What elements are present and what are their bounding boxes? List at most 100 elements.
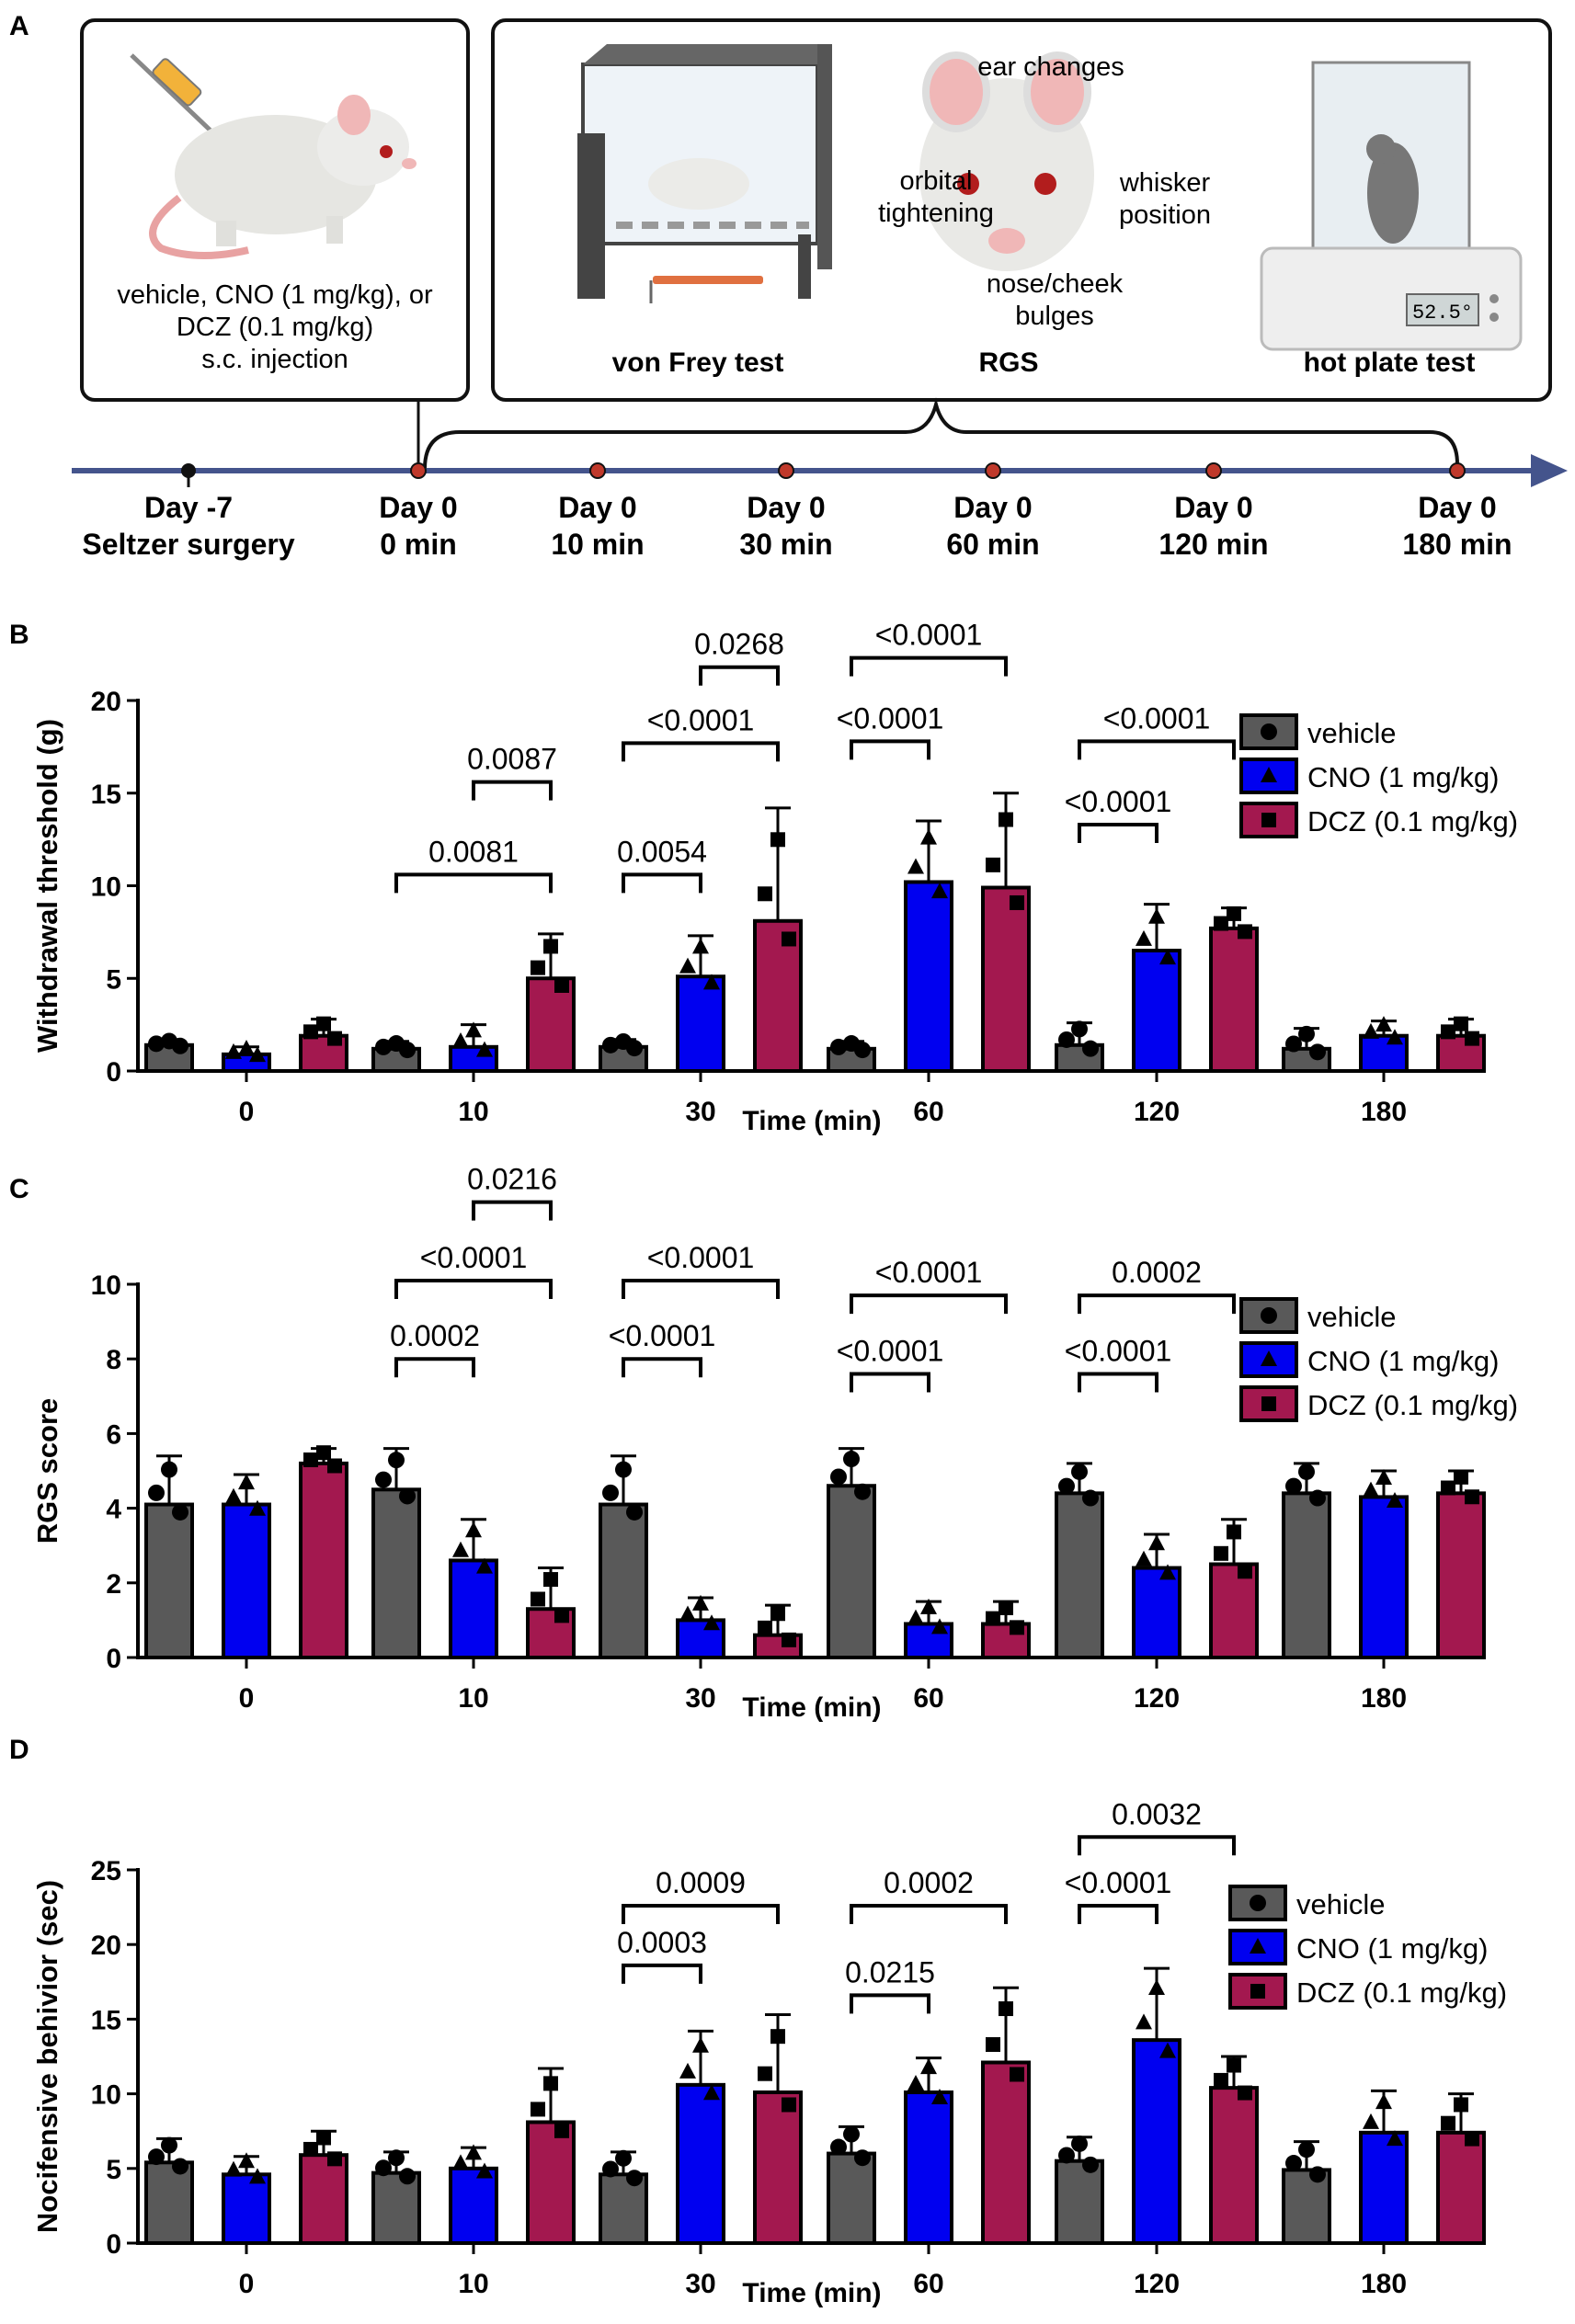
chart-c-x-tick-label-4: 120 — [1134, 1683, 1180, 1714]
tightening-label: tightening — [878, 199, 994, 228]
chart-d-point-2-2-0 — [758, 2066, 772, 2081]
chart-b-point-1-3-2 — [920, 828, 937, 845]
chart-d-point-0-3-1 — [854, 2149, 871, 2167]
chart-b-point-2-0-1 — [327, 1031, 342, 1046]
chart-b-point-1-3-0 — [907, 858, 924, 874]
chart-d-bar-cno-10 — [449, 2166, 498, 2246]
chart-d-point-2-3-1 — [1010, 2067, 1024, 2082]
chart-d-x-tick-label-0: 0 — [239, 2269, 255, 2299]
chart-d-point-1-2-2 — [692, 2036, 709, 2053]
chart-c-point-0-5-2 — [1298, 1463, 1315, 1480]
chart-b-point-2-2-0 — [758, 886, 772, 902]
chart-d-point-1-5-0 — [1363, 2113, 1379, 2129]
chart-d-x-tick-label-1: 10 — [458, 2269, 488, 2299]
chart-b-bar-cno-10 — [449, 1044, 498, 1074]
chart-c-point-2-3-1 — [1010, 1620, 1024, 1635]
chart-c-point-2-1-2 — [543, 1572, 558, 1588]
chart-b-point-1-4-1 — [1159, 949, 1176, 965]
chart-c-point-0-3-0 — [830, 1468, 847, 1486]
chart-d-point-1-0-2 — [238, 2152, 255, 2169]
chart-d-point-0-5-2 — [1298, 2141, 1315, 2159]
panel-label-a: A — [9, 11, 29, 41]
chart-d-legend-marker-0 — [1250, 1895, 1266, 1911]
chart-d-x-tick-label-5: 180 — [1361, 2269, 1407, 2299]
chart-c-sig-bracket-5 — [850, 1372, 930, 1393]
chart-d-sig-label-3: 0.0002 — [884, 1866, 974, 1899]
chart-b-sig-label-2: 0.0054 — [617, 835, 707, 868]
chart-c-point-0-2-1 — [626, 1503, 643, 1521]
chart-c-point-1-4-0 — [1136, 1550, 1152, 1566]
chart-b-point-0-5-1 — [1309, 1043, 1326, 1061]
chart-d-point-2-3-2 — [999, 2001, 1013, 2017]
chart-rgs-score: 0 2 4 6 8 10 RGS score 0 10 30 60 120 180 Time (min) 0… — [31, 1163, 1518, 1723]
chart-b-sig-bracket-2 — [622, 872, 702, 894]
chart-c-point-0-2-0 — [602, 1484, 619, 1501]
chart-d-bar-cno-120 — [1132, 2038, 1181, 2245]
chart-c-point-0-5-0 — [1285, 1477, 1302, 1495]
chart-b-point-2-2-2 — [770, 832, 785, 848]
timeline-label-5-line2: 120 min — [1158, 528, 1268, 561]
timeline-label-1-line1: Day 0 — [379, 491, 457, 524]
rat-face-icon — [919, 51, 1094, 271]
chart-c-bar-vehicle-180 — [1282, 1491, 1331, 1659]
chart-d-sig-bracket-3 — [850, 1903, 1008, 1924]
chart-c-point-1-0-1 — [249, 1499, 266, 1516]
chart-b-point-1-0-0 — [225, 1042, 242, 1059]
chart-b-point-1-4-0 — [1136, 929, 1152, 946]
chart-withdrawal-threshold: 0 5 10 15 20 Withdrawal threshold (g) 0 10 30 60 1… — [31, 619, 1518, 1136]
chart-b-point-0-0-2 — [161, 1032, 177, 1050]
chart-c-point-1-3-2 — [920, 1598, 937, 1614]
chart-d-point-2-4-1 — [1238, 2085, 1252, 2101]
chart-b-x-tick-label-1: 10 — [458, 1097, 488, 1127]
chart-b-y-tick-label-4: 20 — [91, 687, 121, 717]
chart-b-point-1-4-2 — [1148, 907, 1165, 924]
chart-b-point-0-0-0 — [148, 1035, 165, 1053]
von-frey-apparatus-icon — [577, 44, 832, 303]
chart-d-legend-label-0: vehicle — [1296, 1888, 1386, 1920]
chart-b-bar-dcz-120 — [1209, 926, 1259, 1073]
chart-d-point-0-1-0 — [375, 2159, 392, 2177]
chart-d-bar-dcz-180 — [1436, 2130, 1486, 2245]
chart-c-y-tick-label-3: 6 — [106, 1419, 121, 1450]
chart-c-point-1-2-1 — [703, 1614, 720, 1631]
chart-d-legend-swatch-1 — [1228, 1929, 1287, 1965]
chart-d-y-label: Nocifensive behivior (sec) — [31, 1880, 63, 2233]
chart-c-sig-bracket-8 — [1078, 1293, 1236, 1315]
chart-b-point-2-4-2 — [1227, 906, 1241, 921]
panel-label-b: B — [9, 620, 29, 650]
timeline-label-6-line1: Day 0 — [1418, 491, 1496, 524]
chart-c-point-0-1-1 — [399, 1487, 416, 1505]
timeline-label-3-line1: Day 0 — [747, 491, 825, 524]
chart-c-point-1-2-2 — [692, 1594, 709, 1611]
chart-b-point-1-5-1 — [1387, 1029, 1403, 1045]
chart-d-bar-dcz-60 — [981, 2060, 1031, 2246]
chart-c-y-tick-label-0: 0 — [106, 1644, 121, 1674]
chart-b-point-2-0-2 — [316, 1016, 331, 1031]
chart-d-point-2-3-0 — [986, 2037, 1000, 2053]
chart-d-point-1-1-1 — [476, 2162, 493, 2179]
chart-d-point-1-5-2 — [1375, 2093, 1392, 2110]
chart-b-sig-bracket-0 — [394, 872, 553, 894]
chart-c-x-tick-label-0: 0 — [239, 1683, 255, 1714]
chart-c-point-1-3-0 — [907, 1609, 924, 1625]
timeline-label-0-line1: Day -7 — [144, 491, 233, 524]
chart-d-point-0-0-1 — [172, 2158, 188, 2175]
chart-c-point-0-4-2 — [1071, 1463, 1088, 1480]
chart-c-point-0-5-1 — [1309, 1489, 1326, 1507]
chart-d-x-label: Time (min) — [742, 2278, 881, 2308]
ear-changes-label: ear changes — [977, 52, 1124, 82]
chart-d-bar-dcz-120 — [1209, 2086, 1259, 2245]
chart-d-bar-vehicle-30 — [599, 2172, 648, 2245]
chart-d-point-1-2-0 — [679, 2062, 696, 2079]
chart-c-point-1-4-2 — [1148, 1534, 1165, 1551]
chart-c-sig-bracket-6 — [850, 1293, 1008, 1315]
hot-plate-display: 52.5° — [1412, 302, 1473, 325]
timeline-label-0-line2: Seltzer surgery — [82, 528, 294, 561]
chart-c-legend-marker-0 — [1261, 1307, 1277, 1324]
chart-c-x-tick-label-3: 60 — [913, 1683, 943, 1714]
chart-d-legend-label-2: DCZ (0.1 mg/kg) — [1296, 1977, 1507, 2009]
chart-b-sig-label-6: <0.0001 — [875, 619, 983, 652]
position-label: position — [1119, 200, 1211, 230]
chart-b-y-label: Withdrawal threshold (g) — [31, 719, 63, 1053]
chart-c-point-1-1-0 — [452, 1541, 469, 1557]
